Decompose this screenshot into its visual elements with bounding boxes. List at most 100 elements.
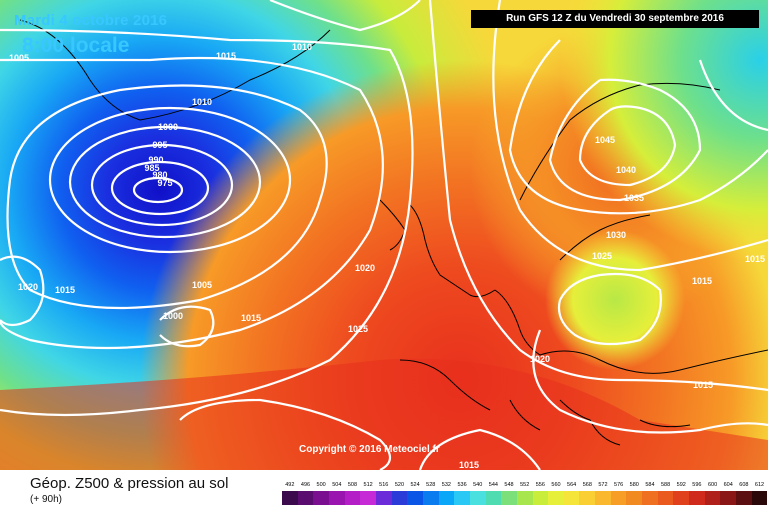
isobar-label: 985	[144, 163, 160, 173]
legend-color	[673, 491, 690, 505]
legend-color	[344, 491, 361, 505]
copyright-text: Copyright © 2016 Meteociel.fr	[299, 444, 440, 455]
legend-color	[360, 491, 376, 505]
isobar-label: 1000	[162, 311, 184, 321]
legend-swatch: 548	[501, 481, 517, 509]
forecast-time: 8:00 locale	[22, 34, 130, 57]
isobar-label: 1020	[354, 263, 376, 273]
legend-label: 588	[660, 482, 671, 488]
isobars	[0, 0, 768, 470]
legend-label: 552	[520, 482, 530, 488]
isobar-label: 1040	[615, 165, 637, 175]
geopotential-map: 1005 1010 1015 1010 1000 995 990 985 980…	[0, 0, 768, 470]
forecast-lead-time: (+ 90h)	[30, 494, 62, 505]
legend-color	[626, 491, 643, 505]
legend-label: 576	[614, 482, 624, 488]
legend-label: 540	[473, 482, 483, 488]
legend-swatch: 596	[689, 481, 705, 509]
map-canvas	[0, 0, 768, 470]
isobar-label: 1015	[240, 313, 262, 323]
color-scale-legend: 492 496 500 504 508 512 516 520 524 528 532 536 540 5…	[282, 481, 768, 509]
legend-label: 504	[332, 482, 342, 488]
legend-color	[391, 491, 408, 505]
legend-label: 560	[551, 482, 561, 488]
legend-color	[313, 491, 329, 505]
legend-label: 608	[739, 482, 749, 488]
legend-swatch: 564	[563, 481, 580, 509]
legend-color	[438, 491, 455, 505]
legend-color	[704, 491, 721, 505]
isobar-label: 990	[148, 155, 164, 165]
legend-color	[407, 491, 423, 505]
legend-swatch: 492	[282, 481, 298, 509]
legend-swatch: 512	[360, 481, 376, 509]
isobar-label: 1025	[591, 251, 613, 261]
legend-swatch: 556	[532, 481, 549, 509]
run-info-banner: Run GFS 12 Z du Vendredi 30 septembre 20…	[471, 10, 759, 28]
legend-label: 532	[441, 482, 451, 488]
legend-label: 524	[410, 482, 420, 488]
legend-color	[689, 491, 705, 505]
legend-label: 596	[692, 482, 702, 488]
legend-color	[328, 491, 345, 505]
legend-color	[422, 491, 439, 505]
legend-swatch: 600	[704, 481, 721, 509]
legend-label: 496	[300, 482, 311, 488]
legend-swatch: 608	[736, 481, 752, 509]
legend-label: 592	[676, 482, 686, 488]
legend-color	[501, 491, 517, 505]
legend-label: 564	[567, 482, 577, 488]
legend-label: 516	[379, 482, 389, 488]
legend-swatch: 560	[548, 481, 564, 509]
legend-label: 604	[723, 482, 733, 488]
legend-swatch: 544	[485, 481, 502, 509]
isobar-label: 1015	[54, 285, 76, 295]
legend-label: 568	[582, 482, 592, 488]
legend-label: 600	[707, 482, 718, 488]
legend-swatch: 528	[422, 481, 439, 509]
isobar-label: 1015	[215, 51, 237, 61]
legend-label: 584	[645, 482, 655, 488]
isobar-label: 1045	[594, 135, 616, 145]
legend-color	[282, 491, 298, 505]
legend-color	[297, 491, 314, 505]
legend-label: 612	[754, 482, 765, 488]
forecast-date: Mardi 4 octobre 2016	[14, 12, 168, 29]
legend-color	[469, 491, 486, 505]
isobar-label: 1010	[191, 97, 213, 107]
isobar-label: 1020	[529, 354, 551, 364]
legend-color	[610, 491, 627, 505]
legend-color	[532, 491, 549, 505]
legend-label: 492	[285, 482, 295, 488]
legend-swatch: 536	[454, 481, 470, 509]
map-title: Géop. Z500 & pression au sol	[30, 475, 229, 492]
legend-label: 512	[363, 482, 373, 488]
legend-color	[579, 491, 596, 505]
isobar-label: 1005	[8, 53, 30, 63]
isobar-label: 1035	[623, 193, 645, 203]
legend-swatch: 576	[610, 481, 627, 509]
isobar-label: 1020	[17, 282, 39, 292]
legend-swatch: 572	[595, 481, 611, 509]
isobar-label: 1015	[744, 254, 766, 264]
isobar-label: 1005	[191, 280, 213, 290]
legend-label: 500	[316, 482, 326, 488]
legend-swatch: 500	[313, 481, 329, 509]
legend-label: 536	[457, 482, 467, 488]
legend-color	[657, 491, 674, 505]
legend-color	[375, 491, 392, 505]
legend-swatch: 520	[391, 481, 408, 509]
legend-swatch: 592	[673, 481, 690, 509]
legend-swatch: 532	[438, 481, 455, 509]
legend-swatch: 524	[407, 481, 423, 509]
legend-swatch: 496	[297, 481, 314, 509]
isobar-label: 1030	[605, 230, 627, 240]
legend-label: 580	[629, 482, 639, 488]
legend-color	[751, 491, 768, 505]
legend-label: 544	[488, 482, 498, 488]
legend-swatch: 552	[516, 481, 533, 509]
legend-label: 548	[504, 482, 514, 488]
legend-swatch: 568	[579, 481, 596, 509]
isobar-label: 1000	[157, 122, 179, 132]
legend-color	[595, 491, 611, 505]
